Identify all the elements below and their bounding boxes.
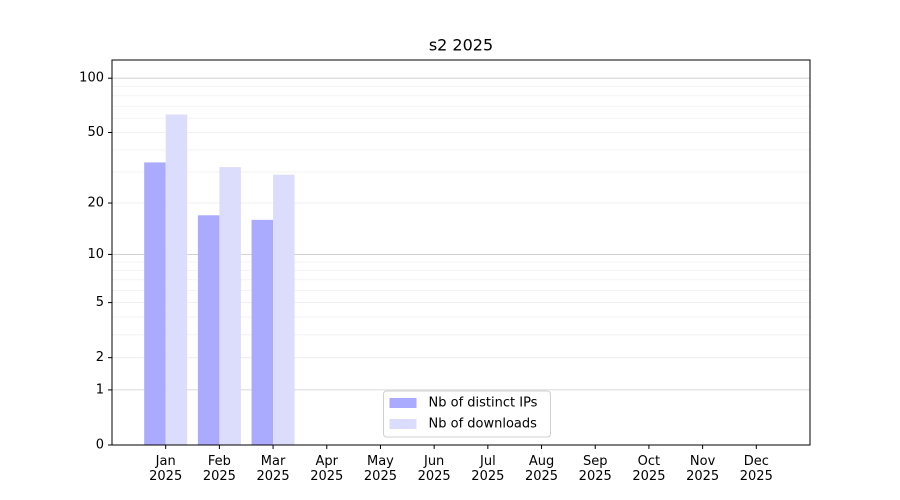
bar <box>273 174 295 445</box>
legend-swatch <box>389 419 417 429</box>
plot-frame <box>111 59 811 446</box>
y-tick-label: 1 <box>96 382 104 397</box>
legend-label: Nb of downloads <box>429 417 538 432</box>
y-tick-label: 5 <box>96 295 104 310</box>
y-tick-label: 10 <box>87 247 104 262</box>
legend-swatch <box>389 398 417 408</box>
y-tick-label: 100 <box>79 71 104 86</box>
y-tick-label: 0 <box>96 438 104 453</box>
chart-title: s2 2025 <box>429 36 493 55</box>
y-tick-label: 50 <box>87 125 104 140</box>
x-tick-label: Sep 2025 <box>578 454 612 484</box>
x-tick-label: Aug 2025 <box>524 454 559 484</box>
bar <box>197 215 220 445</box>
bar <box>144 162 166 445</box>
y-tick-label: 20 <box>87 196 104 211</box>
x-tick-label: May 2025 <box>363 454 397 484</box>
bar <box>219 167 241 445</box>
bar <box>165 114 188 445</box>
x-tick-label: Oct 2025 <box>632 454 666 484</box>
x-tick-label: Mar 2025 <box>256 454 290 484</box>
x-tick-label: Feb 2025 <box>202 454 236 484</box>
x-tick-label: Apr 2025 <box>310 454 344 484</box>
x-tick-label: Dec 2025 <box>739 454 773 484</box>
x-tick-label: Nov 2025 <box>686 454 720 484</box>
legend-label: Nb of distinct IPs <box>429 396 538 411</box>
legend-box <box>383 390 551 438</box>
y-tick-label: 2 <box>96 350 104 365</box>
bar <box>251 219 274 445</box>
x-tick-label: Jul 2025 <box>471 454 505 484</box>
x-tick-label: Jun 2025 <box>417 454 451 484</box>
x-tick-label: Jan 2025 <box>149 454 183 484</box>
